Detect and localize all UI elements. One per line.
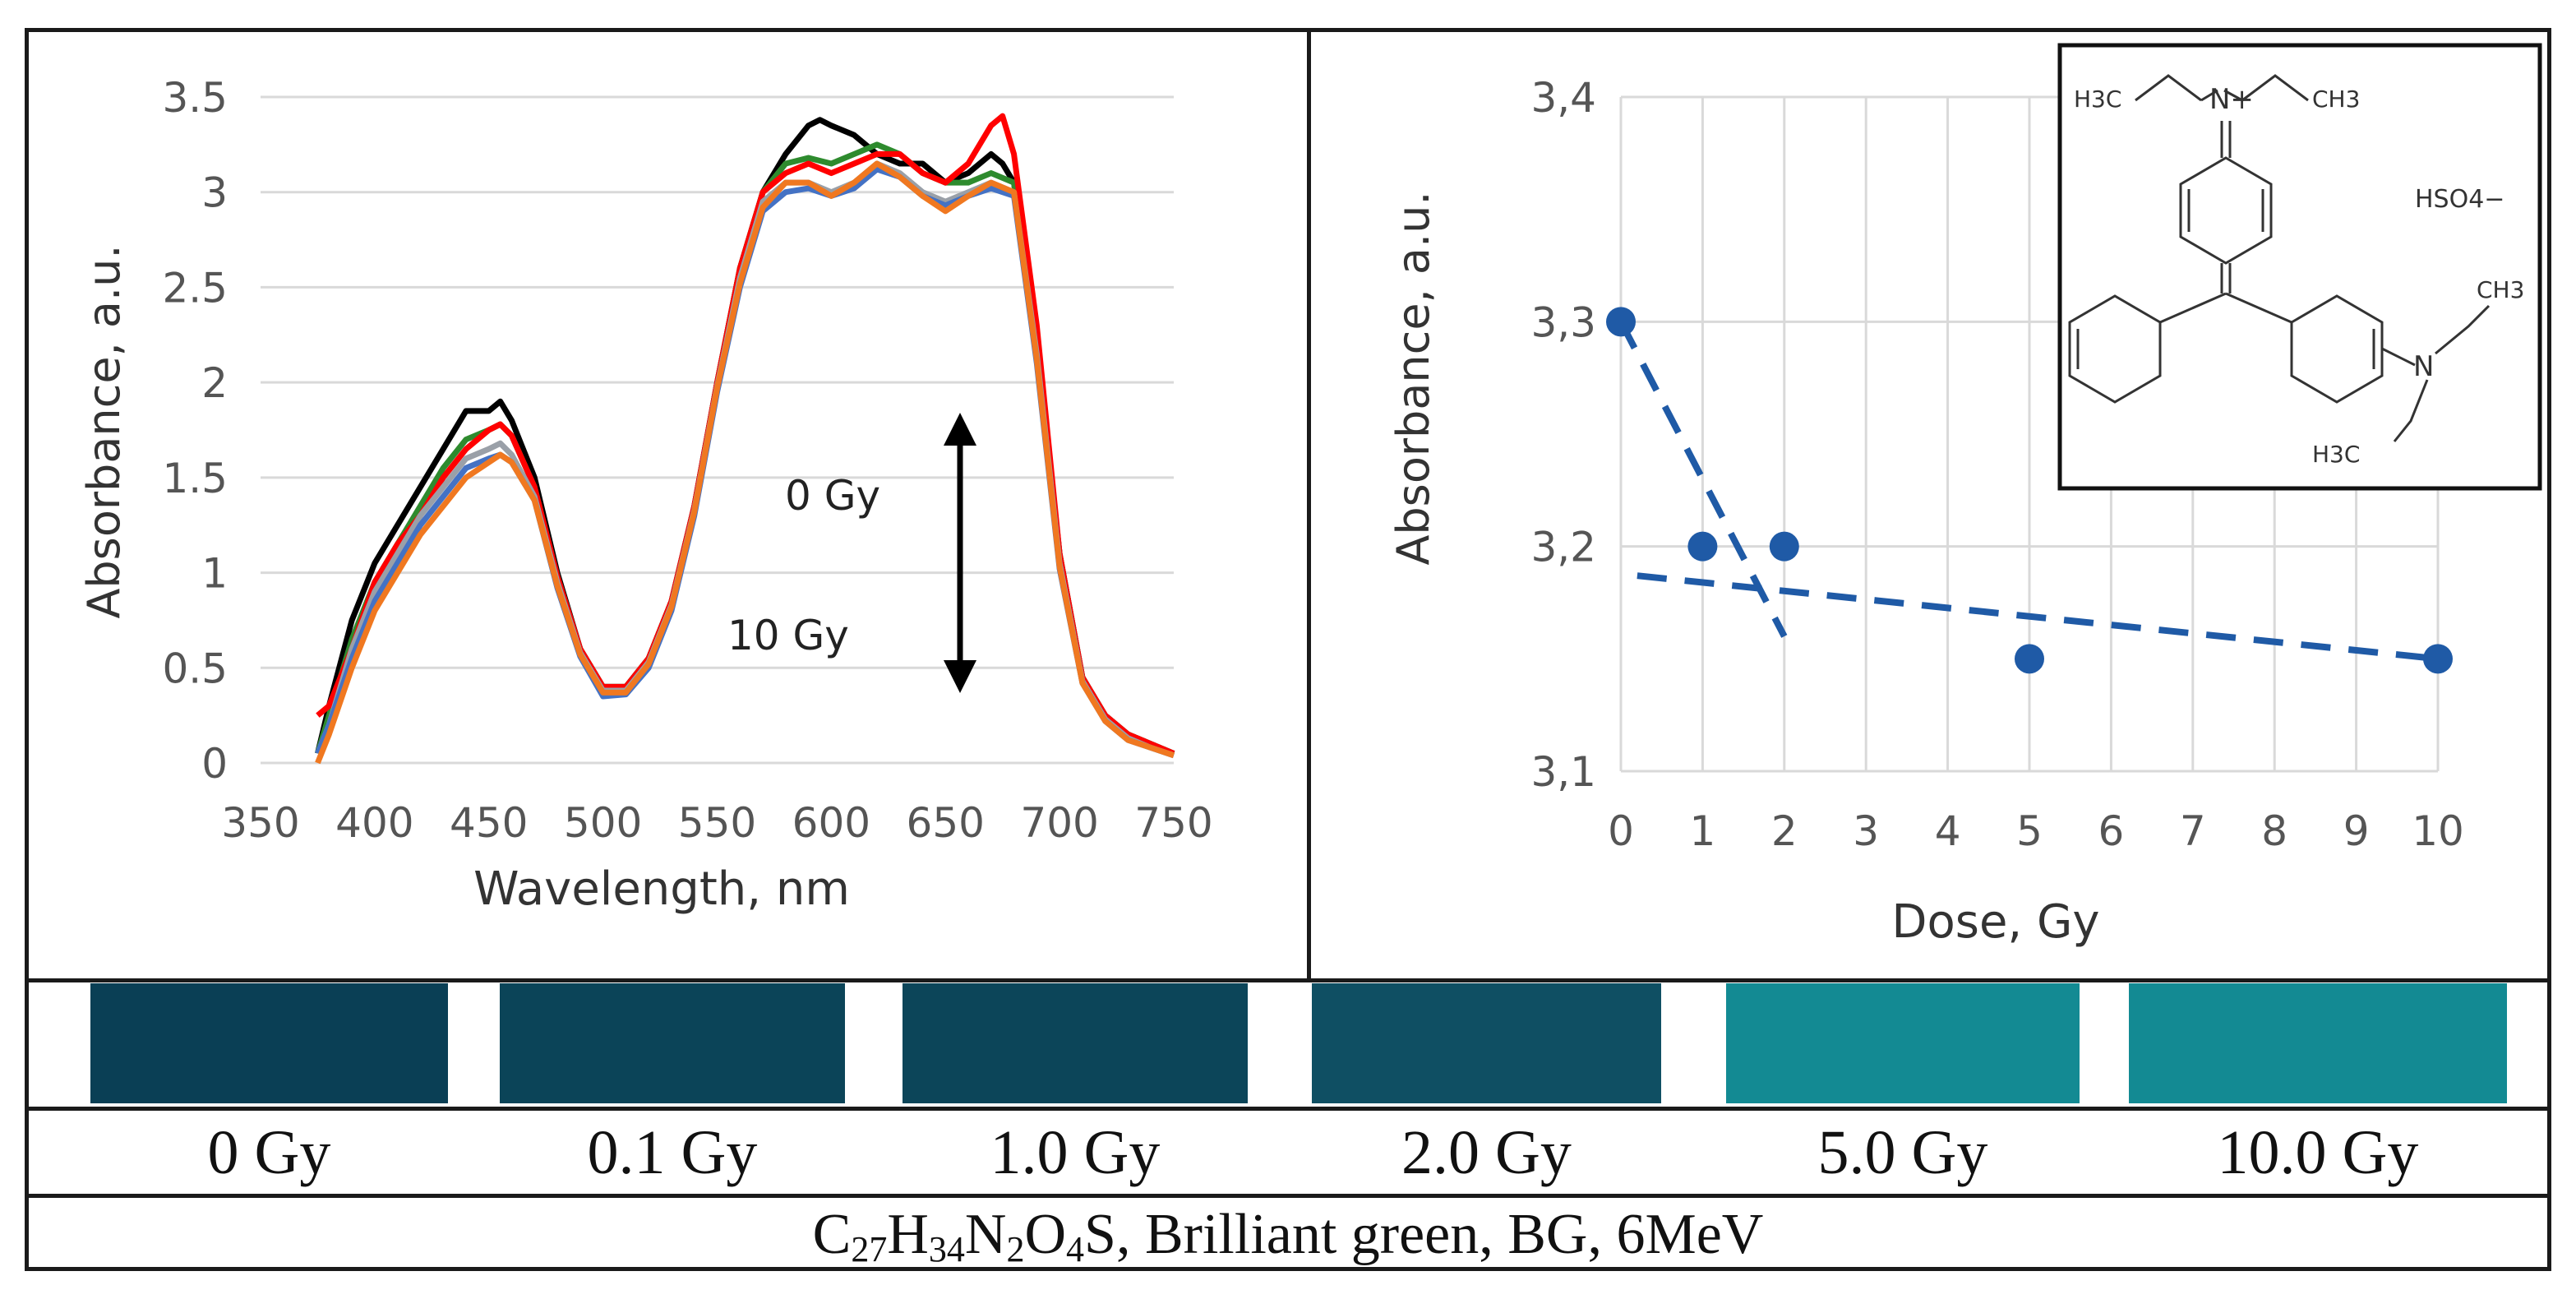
spectra-y-axis-label: Absorbance, a.u. — [78, 244, 130, 618]
spectra-y-tick-labels: 0 0.5 1 1.5 2 2.5 3 3.5 — [162, 74, 228, 788]
annotation-10gy: 10 Gy — [727, 612, 849, 659]
structure-label-n: N — [2413, 350, 2434, 383]
dose-x-tick: 6 — [2098, 807, 2124, 855]
spectra-x-tick: 500 — [564, 799, 642, 847]
spectra-x-tick: 350 — [221, 799, 299, 847]
dose-label-10-0gy: 10.0 Gy — [2217, 1118, 2419, 1187]
dose-x-tick: 1 — [1689, 807, 1715, 855]
annotation-0gy: 0 Gy — [785, 472, 880, 520]
spectra-y-tick: 1.5 — [162, 455, 228, 502]
spectra-x-tick: 650 — [907, 799, 985, 847]
dose-x-tick: 0 — [1608, 807, 1634, 855]
spectra-y-tick: 0.5 — [162, 645, 228, 692]
spectra-y-tick: 0 — [201, 740, 228, 788]
spectra-x-tick: 750 — [1134, 799, 1212, 847]
dose-y-tick-labels: 3,1 3,2 3,3 3,4 — [1530, 74, 1596, 796]
swatch-0-1gy — [500, 983, 845, 1103]
swatch-5-0gy — [1726, 983, 2080, 1103]
figure-caption: C27H34N2O4S, Brilliant green, BG, 6MeV — [33, 1202, 2543, 1269]
spectra-y-tick: 2.5 — [162, 264, 228, 312]
dose-data-point — [1687, 531, 1718, 562]
spectra-x-tick: 400 — [335, 799, 413, 847]
spectra-series — [315, 113, 1175, 765]
dose-trendline — [1637, 572, 2439, 663]
formula-o-count: 4 — [1066, 1229, 1085, 1269]
formula-h: H — [887, 1203, 929, 1266]
spectra-y-tick: 1 — [201, 550, 228, 598]
dose-data-point — [1606, 307, 1636, 337]
structure-label-ch3-right: CH3 — [2477, 276, 2524, 303]
dose-x-tick: 5 — [2016, 807, 2043, 855]
dose-x-tick: 10 — [2412, 807, 2464, 855]
dose-x-tick: 7 — [2180, 807, 2206, 855]
formula-o: O — [1024, 1203, 1067, 1266]
dose-trendline — [1618, 320, 1788, 638]
structure-label-ch3-top: CH3 — [2312, 86, 2360, 113]
swatch-0gy — [90, 983, 448, 1103]
spectra-x-tick: 700 — [1020, 799, 1098, 847]
dose-x-tick: 8 — [2261, 807, 2287, 855]
spectra-x-tick: 600 — [792, 799, 870, 847]
spectra-x-axis-label: Wavelength, nm — [473, 862, 850, 916]
dose-y-tick: 3,2 — [1530, 524, 1596, 571]
dose-data-point — [2423, 644, 2453, 674]
double-arrow — [944, 413, 976, 693]
caption-rest: , Brilliant green, BG, 6MeV — [1115, 1203, 1764, 1266]
dose-x-tick: 3 — [1853, 807, 1879, 855]
horizontal-divider-low — [25, 1194, 2551, 1198]
spectra-x-tick: 450 — [450, 799, 528, 847]
spectra-gridlines — [261, 95, 1174, 765]
dose-y-tick: 3,4 — [1530, 74, 1596, 122]
dose-x-axis-label: Dose, Gy — [1891, 895, 2099, 949]
structure-label-h3c-bottom: H3C — [2312, 441, 2360, 468]
dose-trendlines — [1618, 320, 2439, 663]
dose-chart: 3,1 3,2 3,3 3,4 0 1 2 3 4 5 6 7 8 9 10 Dose, Gy Absor… — [1387, 74, 2464, 949]
spectra-y-tick: 3.5 — [162, 74, 228, 122]
dose-x-tick: 4 — [1935, 807, 1961, 855]
dose-x-tick: 2 — [1771, 807, 1798, 855]
spectra-chart: 0 0.5 1 1.5 2 2.5 3 3.5 350 400 450 500 550 600 650 70… — [78, 74, 1213, 916]
spectra-y-tick: 3 — [201, 169, 228, 217]
spectra-x-tick-labels: 350 400 450 500 550 600 650 700 750 — [221, 799, 1212, 847]
dose-label-0gy: 0 Gy — [207, 1118, 331, 1187]
spectra-y-tick: 2 — [201, 359, 228, 407]
dose-y-tick: 3,1 — [1530, 748, 1596, 796]
dose-data-point — [2015, 644, 2044, 674]
structure-label-h3c-top: H3C — [2074, 86, 2121, 113]
horizontal-divider-mid — [25, 1107, 2551, 1111]
formula-c-count: 27 — [851, 1229, 888, 1269]
dose-x-tick-labels: 0 1 2 3 4 5 6 7 8 9 10 — [1608, 807, 2464, 855]
swatch-2-0gy — [1312, 983, 1661, 1103]
dose-x-tick: 9 — [2343, 807, 2370, 855]
horizontal-divider-top — [25, 978, 2551, 982]
swatch-10-0gy — [2129, 983, 2507, 1103]
spectrum-series-line — [315, 160, 1175, 765]
structure-label-hso4: HSO4− — [2415, 185, 2504, 214]
spectra-x-tick: 550 — [678, 799, 756, 847]
formula-c: C — [812, 1203, 852, 1266]
dose-y-tick: 3,3 — [1530, 298, 1596, 346]
dose-points — [1606, 307, 2453, 674]
structure-label-n-plus: N+ — [2209, 83, 2254, 116]
swatch-1-0gy — [903, 983, 1248, 1103]
dose-y-axis-label: Absorbance, a.u. — [1387, 191, 1439, 565]
dose-label-5-0gy: 5.0 Gy — [1817, 1118, 1988, 1187]
vertical-divider — [1307, 28, 1311, 982]
formula-n-count: 2 — [1006, 1229, 1025, 1269]
figure-frame — [25, 28, 2551, 1271]
formula-n: N — [964, 1203, 1007, 1266]
formula-s: S — [1084, 1203, 1116, 1266]
formula-h-count: 34 — [928, 1229, 965, 1269]
dose-label-2-0gy: 2.0 Gy — [1401, 1118, 1572, 1187]
chemical-structure-inset: H3C N+ CH3 HSO4− CH3 N H3C — [2057, 43, 2542, 491]
dose-label-1-0gy: 1.0 Gy — [990, 1118, 1161, 1187]
dose-label-0-1gy: 0.1 Gy — [587, 1118, 758, 1187]
dose-data-point — [1769, 531, 1799, 562]
